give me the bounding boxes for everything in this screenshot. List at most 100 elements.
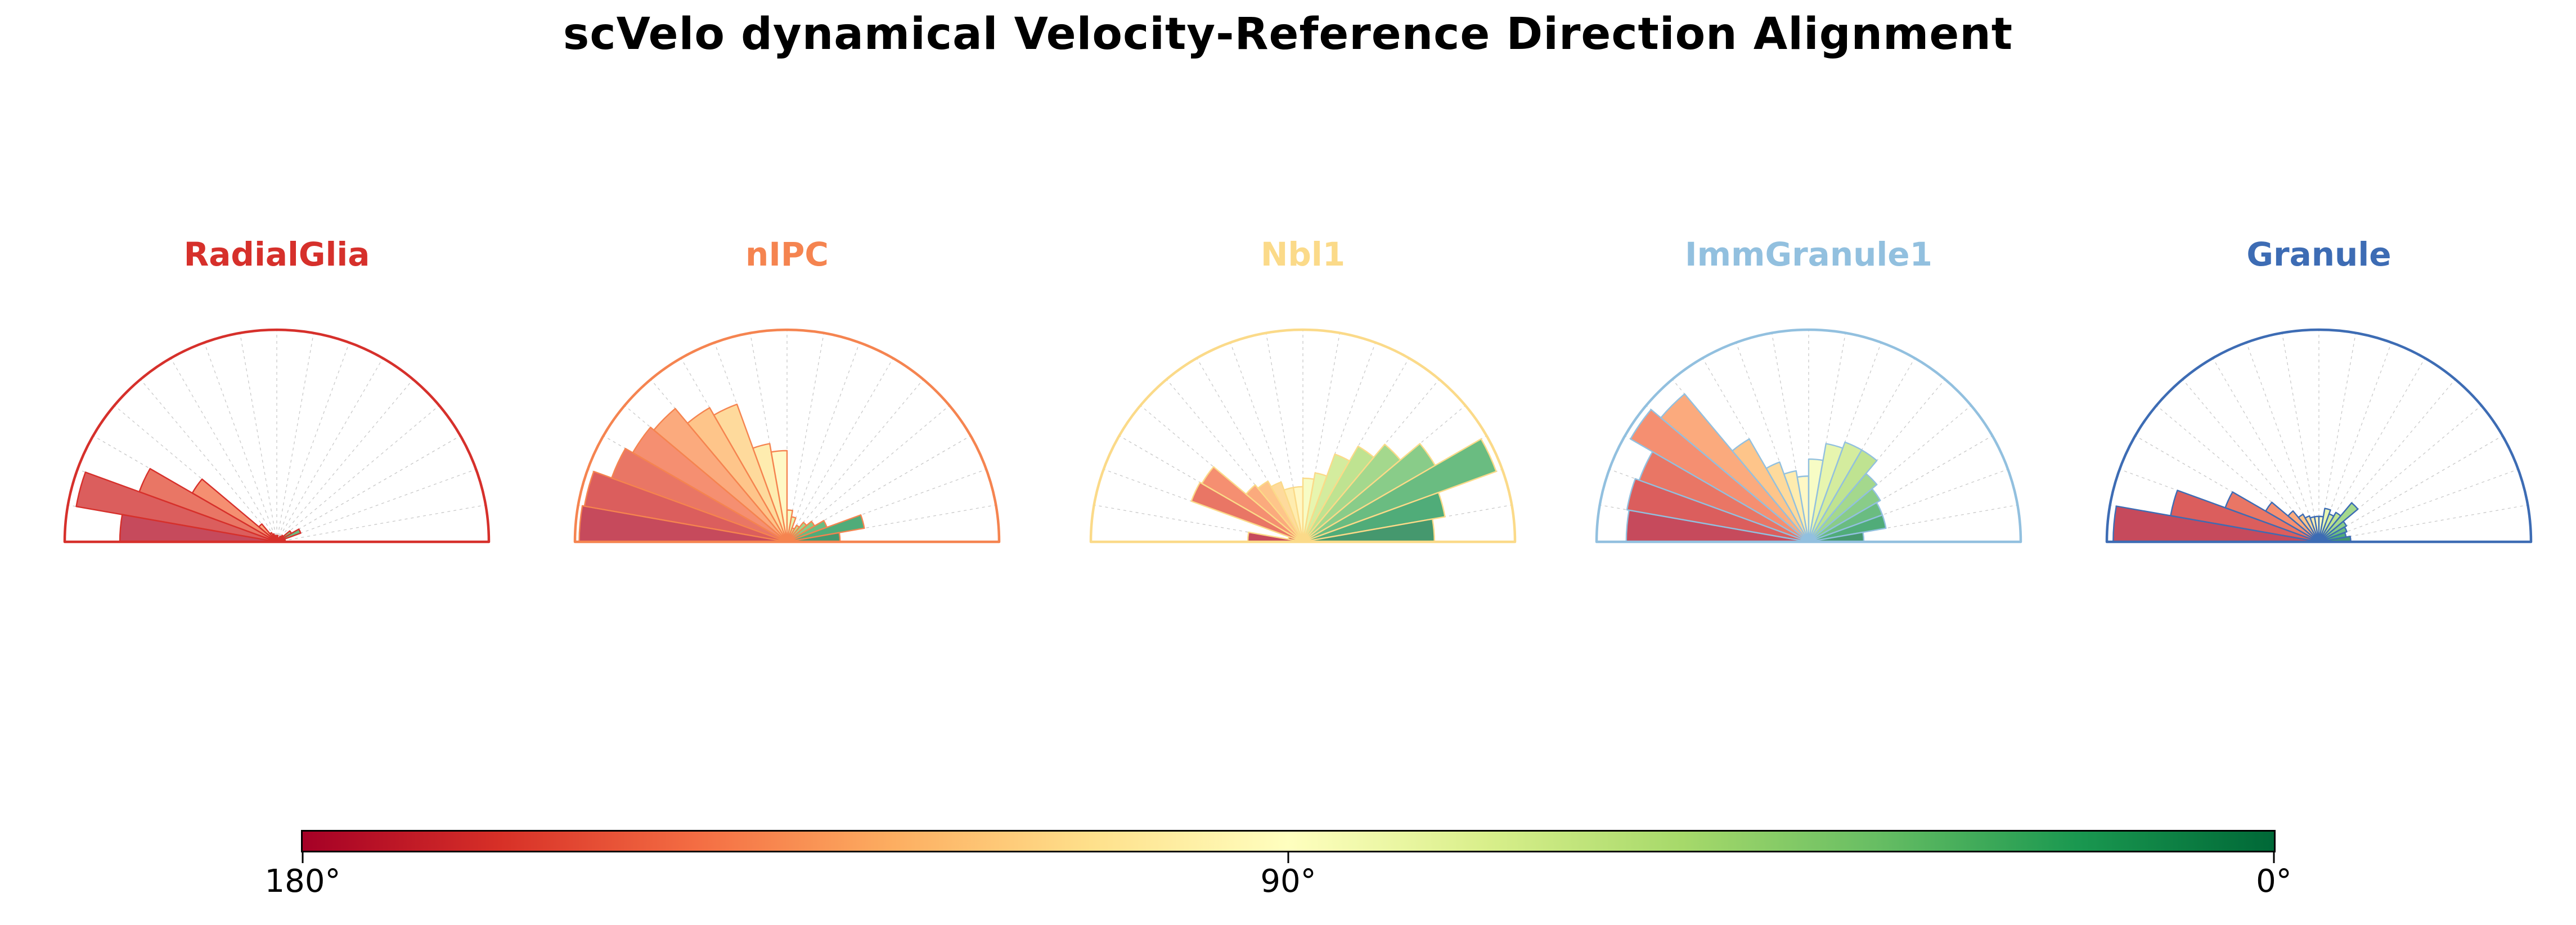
rose-plot-nbl1: [1089, 328, 1517, 544]
polar-gridline: [1808, 333, 1846, 542]
rose-bar-nbl1-125deg: [1257, 481, 1304, 543]
polar-gridline: [140, 379, 277, 542]
polar-gridline: [2281, 333, 2319, 542]
rose-bar-nbl1-145deg: [1201, 466, 1304, 543]
rose-bar-nipc-125deg: [686, 407, 788, 543]
rose-bar-nbl1-155deg: [1190, 482, 1304, 543]
polar-gridline: [2318, 333, 2357, 542]
polar-gridline: [786, 342, 860, 542]
polar-gridline: [2318, 469, 2519, 542]
polar-gridline: [170, 358, 277, 542]
polar-gridline: [786, 379, 924, 542]
polar-gridline: [1094, 504, 1303, 542]
rose-bar-radialglia-155deg: [138, 468, 278, 543]
rose-bar-radialglia-145deg: [191, 478, 278, 543]
rose-bar-immgranule1-115deg: [1765, 461, 1810, 543]
polar-gridline: [2135, 435, 2319, 542]
polar-gridline: [239, 333, 277, 542]
rose-bar-granule-145deg: [2265, 501, 2320, 543]
polar-gridline: [786, 405, 950, 542]
polar-gridline: [786, 504, 996, 542]
polar-gridline: [276, 469, 476, 542]
rose-bar-nipc-115deg: [713, 403, 788, 543]
polar-spine-nipc: [573, 328, 1001, 544]
polar-gridline: [1302, 342, 1376, 542]
polar-spine-immgranule1: [1595, 328, 2022, 544]
polar-gridline: [786, 435, 971, 542]
rose-bar-immgranule1-15deg: [1808, 514, 1887, 543]
rose-bar-nipc-145deg: [632, 426, 788, 543]
rose-bar-immgranule1-145deg: [1630, 408, 1810, 543]
rose-bar-nipc-105deg: [752, 443, 788, 543]
subplot-title-nipc: nIPC: [745, 235, 829, 273]
polar-gridline: [2246, 342, 2319, 542]
polar-gridline: [276, 504, 486, 542]
polar-gridline: [1230, 342, 1303, 542]
colorbar-tick-180: [302, 851, 304, 863]
polar-gridline: [276, 358, 384, 542]
subplot-title-nbl1: Nbl1: [1260, 235, 1346, 273]
angle-colorbar: [301, 830, 2276, 852]
polar-gridline: [2156, 405, 2319, 542]
polar-gridline: [786, 358, 894, 542]
polar-gridline: [114, 405, 277, 542]
polar-gridline: [204, 342, 277, 542]
polar-gridline: [1808, 504, 2018, 542]
polar-spine-granule: [2105, 328, 2533, 544]
rose-bar-immgranule1-165deg: [1626, 478, 1810, 543]
polar-gridline: [1771, 333, 1809, 542]
rose-bar-granule-125deg: [2298, 513, 2320, 543]
polar-gridline: [2318, 342, 2392, 542]
rose-bar-nbl1-115deg: [1270, 481, 1304, 543]
rose-bar-immgranule1-105deg: [1783, 470, 1810, 543]
rose-bar-nipc-155deg: [611, 447, 788, 543]
polar-gridline: [1808, 469, 2008, 542]
polar-gridline: [276, 379, 413, 542]
rose-bar-granule-115deg: [2304, 515, 2320, 543]
rose-bar-radialglia-165deg: [75, 472, 278, 543]
rose-bar-nbl1-135deg: [1245, 484, 1304, 543]
polar-gridline: [2318, 504, 2528, 542]
rose-bar-immgranule1-45deg: [1808, 473, 1878, 543]
rose-bar-granule-35deg: [2318, 520, 2348, 543]
polar-gridline: [2182, 379, 2319, 542]
rose-plot-immgranule1: [1595, 328, 2022, 544]
colorbar-tick-90: [1287, 851, 1289, 863]
rose-plot-granule: [2105, 328, 2533, 544]
polar-gridline: [1302, 333, 1341, 542]
rose-bar-nipc-15deg: [786, 514, 865, 543]
colorbar-label-90: 90°: [1260, 863, 1316, 900]
rose-bar-granule-135deg: [2287, 510, 2320, 543]
polar-gridline: [276, 435, 461, 542]
rose-plot-nipc: [573, 328, 1001, 544]
subplot-title-radialglia: RadialGlia: [183, 235, 370, 273]
chart-title: scVelo dynamical Velocity-Reference Dire…: [563, 9, 2013, 60]
polar-gridline: [1736, 342, 1809, 542]
polar-gridline: [749, 333, 788, 542]
polar-spine-radialglia: [63, 328, 491, 544]
rose-bar-immgranule1-55deg: [1808, 449, 1878, 543]
polar-gridline: [786, 469, 987, 542]
colorbar-tick-0: [2273, 851, 2275, 863]
polar-gridline: [276, 342, 350, 542]
rose-bar-nipc-135deg: [653, 407, 788, 543]
polar-gridline: [1196, 358, 1303, 542]
colorbar-label-180: 180°: [264, 863, 341, 900]
rose-bar-nipc-165deg: [583, 470, 788, 543]
rose-bar-radialglia-25deg: [276, 528, 302, 543]
polar-gridline: [2212, 358, 2319, 542]
rose-bar-nbl1-15deg: [1302, 492, 1446, 543]
polar-gridline: [276, 333, 314, 542]
rose-plot-radialglia: [63, 328, 491, 544]
polar-gridline: [1808, 435, 1993, 542]
polar-gridline: [2318, 379, 2456, 542]
polar-gridline: [276, 405, 440, 542]
rose-bar-immgranule1-135deg: [1660, 393, 1810, 543]
polar-gridline: [2318, 435, 2503, 542]
rose-bar-granule-155deg: [2224, 491, 2320, 543]
rose-bar-granule-25deg: [2318, 526, 2348, 543]
rose-bar-granule-45deg: [2318, 502, 2359, 543]
polar-gridline: [2318, 405, 2482, 542]
rose-bar-immgranule1-35deg: [1808, 488, 1881, 543]
